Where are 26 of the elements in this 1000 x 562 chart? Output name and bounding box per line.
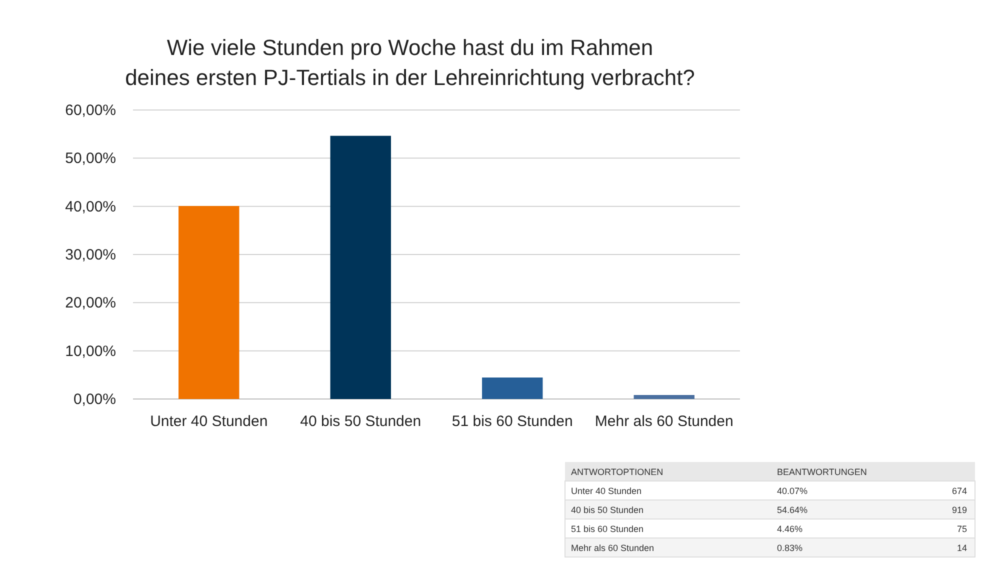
category-label: Unter 40 Stunden — [571, 486, 642, 496]
category-label: Mehr als 60 Stunden — [571, 543, 654, 553]
y-tick-label: 0,00% — [73, 391, 116, 408]
text: 40.07% — [777, 486, 808, 496]
category-label: 40 bis 50 Stunden — [571, 505, 644, 515]
y-tick-label: 40,00% — [65, 198, 116, 216]
text: 919 — [952, 505, 967, 515]
y-tick-label: 50,00% — [65, 150, 116, 168]
text: 14 — [956, 543, 967, 553]
chart-title: Wie viele Stunden pro Woche hast du im Rahmen deines ersten PJ-Tertials in der Lehreinrichtung verbracht? — [125, 35, 695, 90]
x-tick-label: 51 bis 60 Stunden — [452, 413, 573, 430]
text: 674 — [952, 486, 967, 496]
y-tick-label: 60,00% — [65, 102, 116, 119]
category-label: 51 bis 60 Stunden — [571, 524, 644, 534]
text: BEANTWORTUNGEN — [777, 467, 867, 477]
y-tick-label: 30,00% — [65, 246, 116, 264]
text: 54.64% — [777, 505, 808, 515]
text: ANTWORTOPTIONEN — [571, 467, 664, 477]
text: 4.46% — [777, 524, 803, 534]
x-tick-label: Unter 40 Stunden — [150, 413, 268, 430]
x-tick-label: Mehr als 60 Stunden — [594, 413, 734, 430]
text: 0.83% — [777, 543, 803, 553]
text: 75 — [956, 524, 967, 534]
y-tick-label: 10,00% — [65, 342, 116, 360]
y-tick-label: 20,00% — [65, 294, 116, 312]
x-tick-label: 40 bis 50 Stunden — [300, 413, 422, 430]
